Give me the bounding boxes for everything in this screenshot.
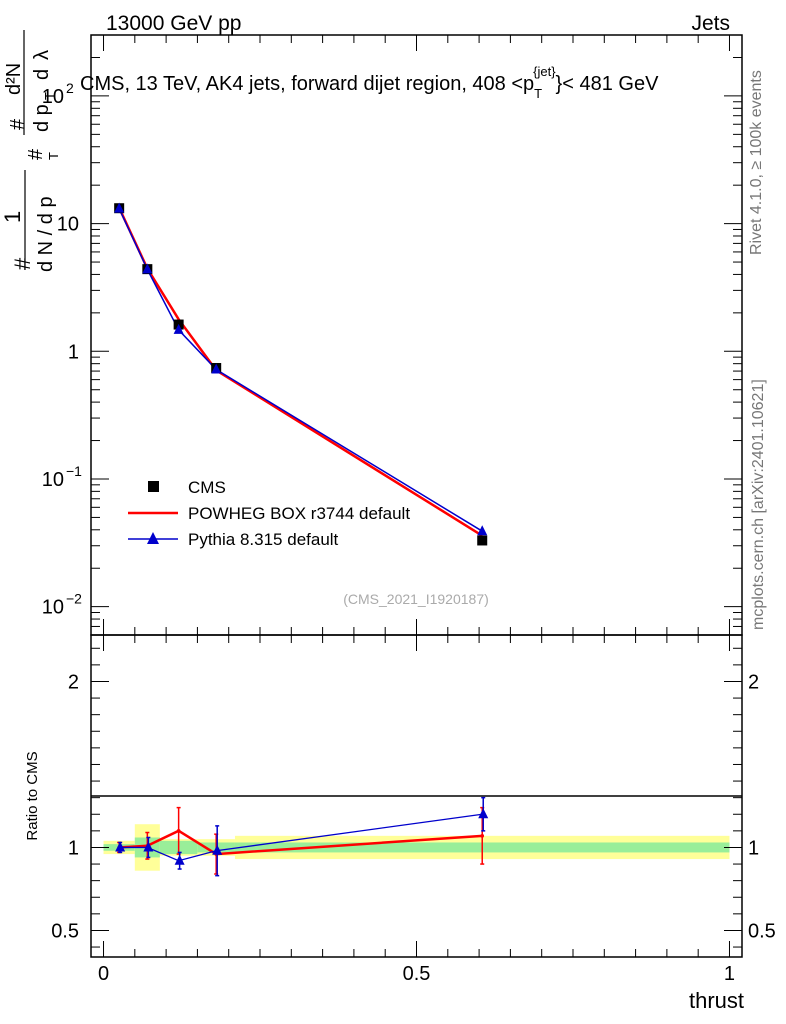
legend-pythia-marker xyxy=(147,532,159,544)
pythia-point-1 xyxy=(142,263,153,274)
pythia-line xyxy=(118,208,483,532)
y-tick-label-ratio-right-2: 2 xyxy=(748,671,759,693)
svg-text:d²N: d²N xyxy=(3,63,25,95)
y-tick-exp-main-0: −2 xyxy=(66,591,82,607)
chart-title: CMS, 13 TeV, AK4 jets, forward dijet reg… xyxy=(80,64,659,101)
x-tick-label-2: 1 xyxy=(724,963,735,985)
y-tick-label-main-4: 10 xyxy=(42,86,64,108)
svg-text:T: T xyxy=(46,152,61,160)
svg-text:1: 1 xyxy=(0,211,25,223)
y-tick-label-ratio-1: 1 xyxy=(68,837,79,859)
svg-text:#: # xyxy=(25,148,47,160)
legend-cms-label: CMS xyxy=(188,478,226,497)
x-tick-label-0: 0 xyxy=(98,963,109,985)
pythia-ratio-point-4 xyxy=(478,808,489,819)
pythia-ratio-point-0 xyxy=(115,841,126,852)
y-tick-label-main-2: 1 xyxy=(68,341,79,363)
y-tick-exp-main-1: −1 xyxy=(66,463,82,479)
svg-text:d p: d p xyxy=(31,104,53,132)
pythia-point-3 xyxy=(211,363,222,374)
svg-text:λ: λ xyxy=(31,50,53,60)
legend-pythia-label: Pythia 8.315 default xyxy=(188,530,339,549)
header-left: 13000 GeV pp xyxy=(106,12,241,35)
y-tick-label-ratio-right-1: 1 xyxy=(748,837,759,859)
axis-ticks xyxy=(91,34,742,957)
y-tick-label-ratio-right-0: 0.5 xyxy=(748,920,776,942)
analysis-watermark: (CMS_2021_I1920187) xyxy=(343,591,489,607)
main-series xyxy=(114,202,488,546)
y-tick-label-ratio-2: 2 xyxy=(68,671,79,693)
y-tick-exp-main-4: 2 xyxy=(66,80,74,96)
powheg-ratio-point-4 xyxy=(480,834,485,838)
svg-text:#: # xyxy=(7,118,29,130)
y-axis-label: # 1 d N / d p T # # d²N d p T d λ xyxy=(0,30,61,272)
svg-text:T: T xyxy=(42,92,57,100)
header-right: Jets xyxy=(691,12,730,35)
legend: CMS POWHEG BOX r3744 default Pythia 8.31… xyxy=(128,478,410,549)
powheg-line xyxy=(118,207,483,537)
rivet-version: Rivet 4.1.0, ≥ 100k events xyxy=(748,70,765,255)
ratio-uncertainty-bands xyxy=(103,824,730,871)
mcplots-credit: mcplots.cern.ch [arXiv:2401.10621] xyxy=(750,379,767,630)
pythia-ratio-point-3 xyxy=(212,844,223,855)
y-tick-label-main-1: 10 xyxy=(42,469,64,491)
legend-powheg-label: POWHEG BOX r3744 default xyxy=(188,504,410,523)
pythia-ratio-point-2 xyxy=(174,854,185,865)
y-tick-label-main-0: 10 xyxy=(42,597,64,619)
svg-text:#: # xyxy=(10,257,35,270)
legend-cms-marker xyxy=(148,481,159,492)
pythia-point-2 xyxy=(173,323,184,334)
svg-text:d: d xyxy=(31,69,53,80)
svg-text:d N / d p: d N / d p xyxy=(35,196,57,272)
powheg-ratio-point-2 xyxy=(176,829,181,833)
pythia-point-0 xyxy=(114,202,125,213)
x-tick-label-1: 0.5 xyxy=(403,963,431,985)
cms-point-4 xyxy=(477,535,488,546)
ratio-axis-label: Ratio to CMS xyxy=(24,751,41,840)
y-tick-label-main-3: 10 xyxy=(57,214,79,236)
pythia-ratio-point-1 xyxy=(143,841,154,852)
x-axis-label: thrust xyxy=(689,988,744,1013)
ratio-series xyxy=(115,796,489,877)
pythia-point-4 xyxy=(477,525,488,536)
y-tick-label-ratio-0: 0.5 xyxy=(51,920,79,942)
